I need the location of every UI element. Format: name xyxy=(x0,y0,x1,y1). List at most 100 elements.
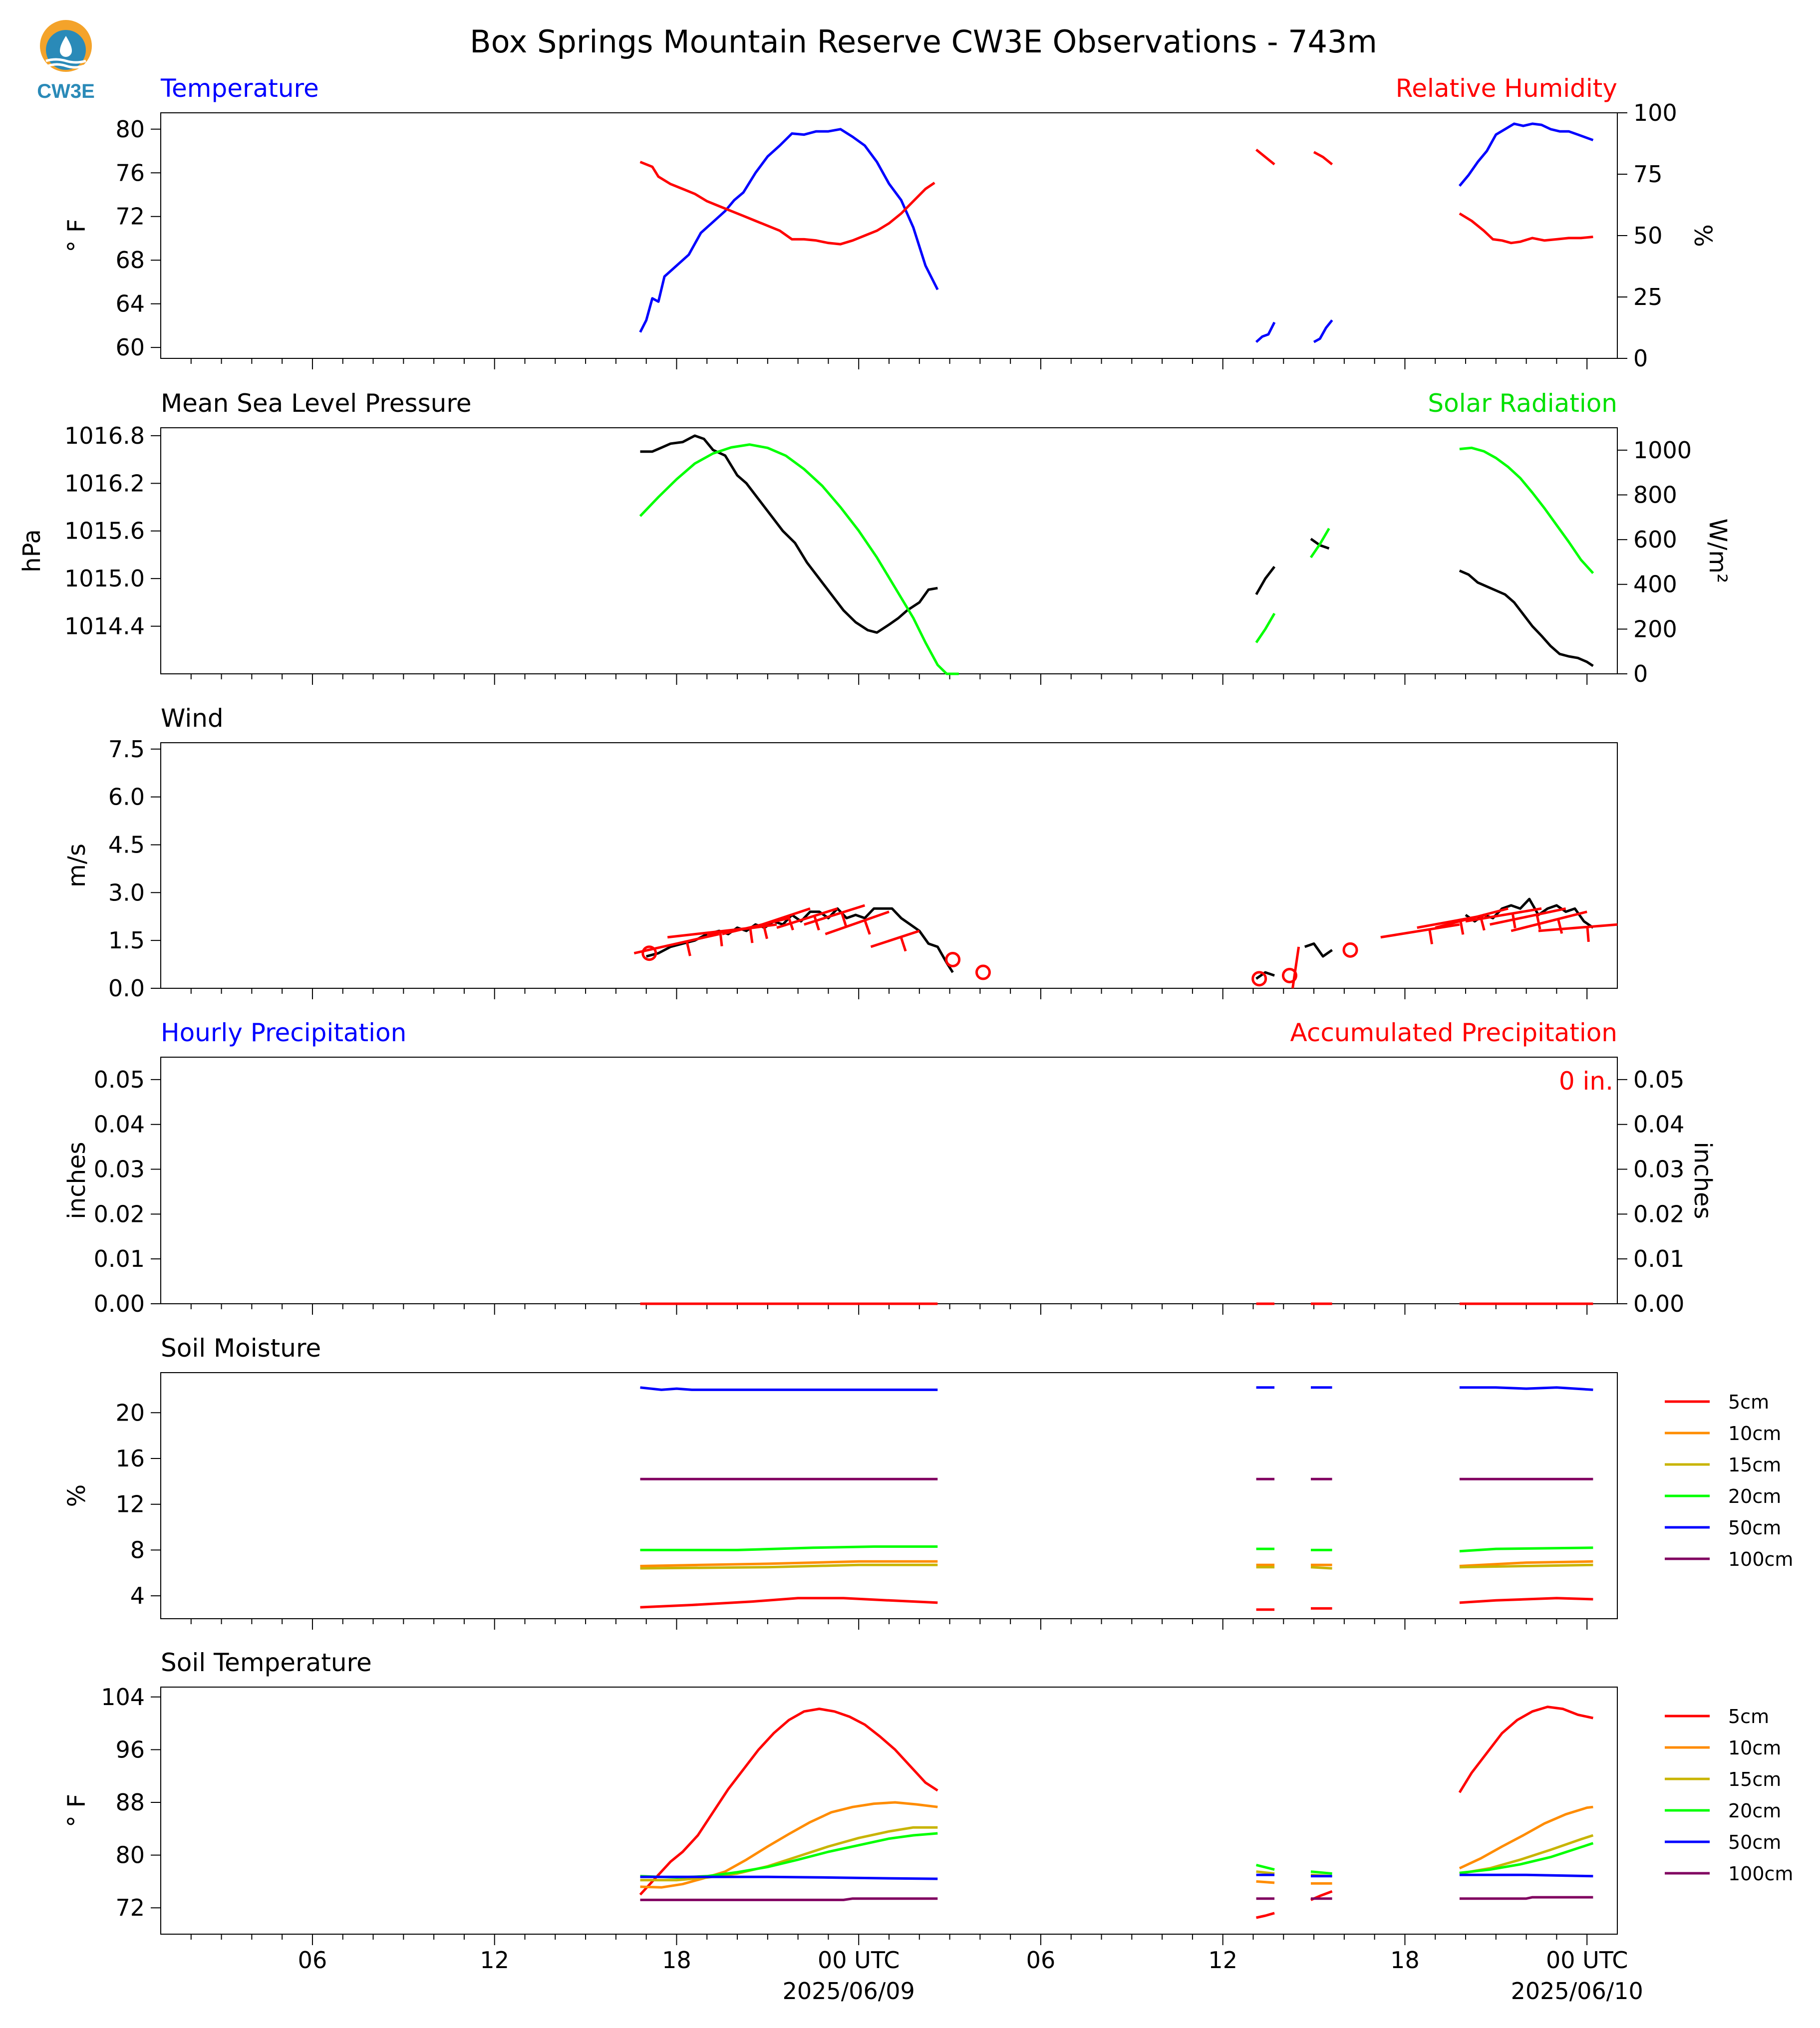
wind-barb-flag xyxy=(1557,918,1563,934)
y-tick-label-left: 16 xyxy=(115,1445,145,1472)
y-tick-label-left: 1016.8 xyxy=(64,422,145,449)
series-line xyxy=(1459,1805,1593,1870)
wind-calm-circle xyxy=(1251,971,1267,987)
y-axis-label-right: % xyxy=(1689,224,1717,247)
y-tick-label-left: 0.03 xyxy=(94,1156,145,1183)
wind-barb-flag xyxy=(685,941,691,956)
y-tick-label-right: 0.01 xyxy=(1633,1245,1684,1272)
y-tick-label-right: 0.03 xyxy=(1633,1156,1684,1183)
wind-barb-staff xyxy=(804,904,866,926)
panel-title-left: Soil Moisture xyxy=(161,1334,321,1363)
wind-barb-staff xyxy=(776,907,838,929)
series-10cm xyxy=(640,1801,1593,1889)
panel-title-left: Mean Sea Level Pressure xyxy=(161,389,472,418)
series-line xyxy=(1458,1706,1593,1793)
series-line xyxy=(1255,566,1276,595)
y-tick-label-right: 600 xyxy=(1633,526,1677,553)
wind-barb-flag xyxy=(762,923,768,939)
series-solar-radiation xyxy=(639,443,1594,675)
y-axis-label-left: ° F xyxy=(63,1794,91,1827)
panel-frame xyxy=(160,1057,1618,1304)
y-tick-label-left: 96 xyxy=(115,1736,145,1763)
series-line xyxy=(1459,1834,1594,1875)
series-line xyxy=(1256,1880,1275,1884)
wind-barb-flag xyxy=(900,936,907,952)
series-50cm xyxy=(640,1386,1593,1391)
y-axis-label-right: W/m² xyxy=(1704,519,1732,583)
wind-barb-flag xyxy=(749,928,754,943)
panel-wind: 0.0 1.5 3.0 4.5 6.0 7.5 Wind m/s xyxy=(63,704,1618,1002)
wind-barb-flag xyxy=(864,919,871,935)
wind-barb-staff xyxy=(633,932,720,955)
series-line xyxy=(640,1597,938,1609)
wind-barb-staff xyxy=(1380,923,1460,939)
y-tick-label-left: 1.5 xyxy=(108,927,145,954)
y-tick-label-right: 0.05 xyxy=(1633,1066,1684,1093)
series-15cm xyxy=(640,1563,1593,1570)
wind-calm-circle xyxy=(641,945,657,961)
y-tick-label-right: 400 xyxy=(1633,571,1677,598)
legend-label: 50cm xyxy=(1728,1831,1781,1853)
x-tick-label: 12 xyxy=(1208,1947,1237,1974)
y-tick-label-left: 60 xyxy=(115,334,145,361)
series-line xyxy=(640,1386,938,1391)
panel-title-left: Wind xyxy=(161,704,224,733)
wind-barb-flag xyxy=(719,931,723,946)
y-tick-label-right: 0 xyxy=(1633,345,1648,372)
y-tick-label-right: 50 xyxy=(1633,222,1663,249)
panel-title-right: Relative Humidity xyxy=(1396,74,1617,103)
legend-label: 100cm xyxy=(1728,1863,1793,1885)
series-line xyxy=(1310,1566,1332,1570)
y-tick-label-left: 6.0 xyxy=(108,784,145,811)
wind-barb-flag xyxy=(1535,914,1541,930)
series-line xyxy=(1310,1870,1332,1875)
series-line xyxy=(640,1826,938,1882)
logo-text: CW3E xyxy=(37,80,95,102)
series-line xyxy=(1309,528,1330,559)
y-axis-label-left: hPa xyxy=(18,529,46,573)
series-line xyxy=(640,1545,938,1551)
y-tick-label-left: 0.00 xyxy=(94,1290,145,1317)
y-tick-label-left: 8 xyxy=(130,1536,145,1563)
series-line xyxy=(1255,971,1275,980)
wind-barb-staff xyxy=(825,910,890,935)
y-tick-label-left: 80 xyxy=(115,1842,145,1869)
panel-frame xyxy=(160,742,1618,989)
y-tick-label-left: 104 xyxy=(101,1684,145,1711)
y-tick-label-left: 76 xyxy=(115,159,145,186)
wind-calm-circle xyxy=(945,951,961,967)
y-tick-label-right: 0.04 xyxy=(1633,1111,1684,1138)
y-tick-label-left: 4 xyxy=(130,1582,145,1609)
series-line xyxy=(1256,1870,1275,1875)
x-date-label: 2025/06/10 xyxy=(1511,1978,1643,2005)
series-line xyxy=(1255,612,1276,643)
series-line xyxy=(1459,1896,1593,1900)
series-line xyxy=(1459,1560,1593,1567)
x-date-label: 2025/06/09 xyxy=(783,1978,915,2005)
panel-title-left: Soil Temperature xyxy=(161,1648,372,1677)
y-tick-label-right: 200 xyxy=(1633,615,1677,642)
y-tick-label-left: 1015.0 xyxy=(64,565,145,592)
y-tick-label-left: 72 xyxy=(115,1894,145,1921)
series-line xyxy=(640,1897,938,1901)
series-100cm xyxy=(640,1896,1593,1901)
y-tick-label-right: 100 xyxy=(1633,99,1677,126)
series-line xyxy=(640,1832,938,1879)
legend-label: 50cm xyxy=(1728,1517,1781,1539)
x-tick-label: 06 xyxy=(298,1947,327,1974)
chart-title: Box Springs Mountain Reserve CW3E Observ… xyxy=(470,23,1377,60)
y-tick-label-right: 75 xyxy=(1633,161,1663,188)
legend-label: 100cm xyxy=(1728,1548,1793,1570)
panel-frame xyxy=(160,427,1618,674)
y-tick-label-left: 12 xyxy=(115,1491,145,1518)
y-axis-label-left: ° F xyxy=(63,219,91,253)
series-line xyxy=(639,161,935,246)
y-tick-label-left: 72 xyxy=(115,203,145,230)
y-tick-label-right: 800 xyxy=(1633,481,1677,508)
series-wind-speed xyxy=(646,897,1594,980)
series-line xyxy=(1459,1873,1593,1878)
wind-barbs xyxy=(633,904,1618,989)
series-line xyxy=(1458,122,1594,187)
series-5cm xyxy=(639,1706,1593,1919)
